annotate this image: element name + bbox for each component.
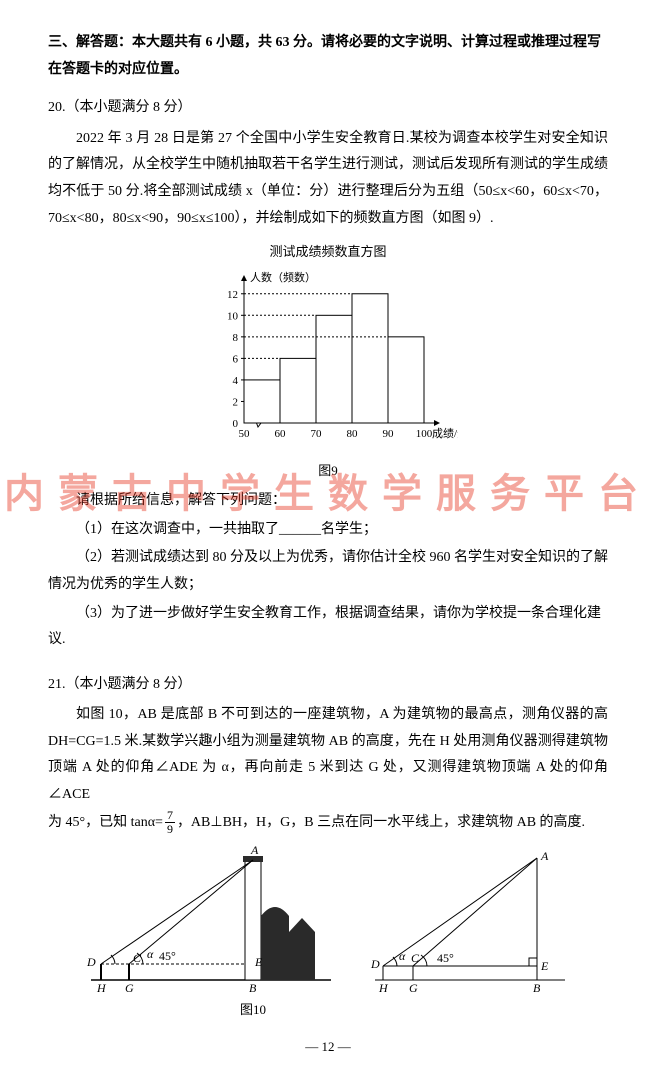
q21-figures: DαC45°EHGBA DαC45°EHGBA	[48, 846, 608, 996]
svg-text:C: C	[133, 951, 142, 965]
svg-text:α: α	[147, 947, 154, 961]
svg-text:45°: 45°	[159, 949, 176, 963]
svg-text:H: H	[96, 981, 107, 995]
svg-text:60: 60	[275, 428, 287, 440]
svg-text:G: G	[125, 981, 134, 995]
page-number: — 12 —	[48, 1035, 608, 1060]
svg-text:E: E	[540, 959, 549, 973]
svg-text:12: 12	[227, 289, 238, 301]
section-header: 三、解答题：本大题共有 6 小题，共 63 分。请将必要的文字说明、计算过程或推…	[48, 30, 608, 83]
q21-p2-prefix: 为 45°，已知 tanα=	[48, 815, 163, 830]
svg-text:8: 8	[233, 332, 239, 344]
svg-text:D: D	[370, 957, 380, 971]
q21-p2-suffix: ，AB⊥BH，H，G，B 三点在同一水平线上，求建筑物 AB 的高度.	[177, 815, 585, 830]
svg-text:A: A	[540, 849, 549, 863]
histogram-svg: 人数（频数）2468101205060708090100成绩/分	[198, 267, 458, 447]
svg-text:H: H	[378, 981, 389, 995]
svg-text:2: 2	[233, 396, 239, 408]
svg-text:α: α	[399, 949, 406, 963]
svg-text:A: A	[250, 846, 259, 857]
svg-text:80: 80	[347, 428, 359, 440]
svg-text:10: 10	[227, 310, 239, 322]
q21-header: 21.（本小题满分 8 分）	[48, 672, 608, 699]
fraction: 79	[165, 809, 175, 836]
q20-body: 2022 年 3 月 28 日是第 27 个全国中小学生安全教育日.某校为调查本…	[48, 126, 608, 232]
svg-text:B: B	[249, 981, 257, 995]
chart-caption: 图9	[48, 459, 608, 484]
frac-num: 7	[165, 809, 175, 823]
svg-text:B: B	[533, 981, 541, 995]
q21-p2: 为 45°，已知 tanα=79，AB⊥BH，H，G，B 三点在同一水平线上，求…	[48, 809, 608, 837]
fig10-caption: 图10	[0, 998, 608, 1023]
svg-text:E: E	[254, 955, 263, 969]
svg-text:70: 70	[311, 428, 323, 440]
svg-text:人数（频数）: 人数（频数）	[250, 270, 316, 284]
svg-text:D: D	[86, 955, 96, 969]
svg-text:100: 100	[416, 428, 433, 440]
q20-s1: （1）在这次调查中，一共抽取了______名学生；	[48, 517, 608, 544]
svg-text:6: 6	[233, 353, 239, 365]
chart-title: 测试成绩频数直方图	[48, 240, 608, 265]
svg-text:成绩/分: 成绩/分	[432, 427, 458, 440]
q20-header: 20.（本小题满分 8 分）	[48, 95, 608, 122]
svg-text:G: G	[409, 981, 418, 995]
q21-p1: 如图 10，AB 是底部 B 不可到达的一座建筑物，A 为建筑物的最高点，测角仪…	[48, 702, 608, 808]
frac-den: 9	[165, 823, 175, 836]
q20-s2: （2）若测试成绩达到 80 分及以上为优秀，请你估计全校 960 名学生对安全知…	[48, 545, 608, 598]
q20-chart: 测试成绩频数直方图 人数（频数）2468101205060708090100成绩…	[48, 240, 608, 484]
svg-text:45°: 45°	[437, 951, 454, 965]
q20-lead: 请根据所给信息，解答下列问题：	[48, 488, 608, 515]
svg-text:C: C	[411, 951, 420, 965]
fig10-left: DαC 45° E H G B A	[81, 846, 341, 996]
q20-s3: （3）为了进一步做好学生安全教育工作，根据调查结果，请你为学校提一条合理化建议.	[48, 601, 608, 654]
svg-text:90: 90	[383, 428, 395, 440]
svg-text:50: 50	[239, 428, 251, 440]
svg-text:4: 4	[233, 375, 239, 387]
fig10-right: DαC 45° E H G B A	[365, 846, 575, 996]
